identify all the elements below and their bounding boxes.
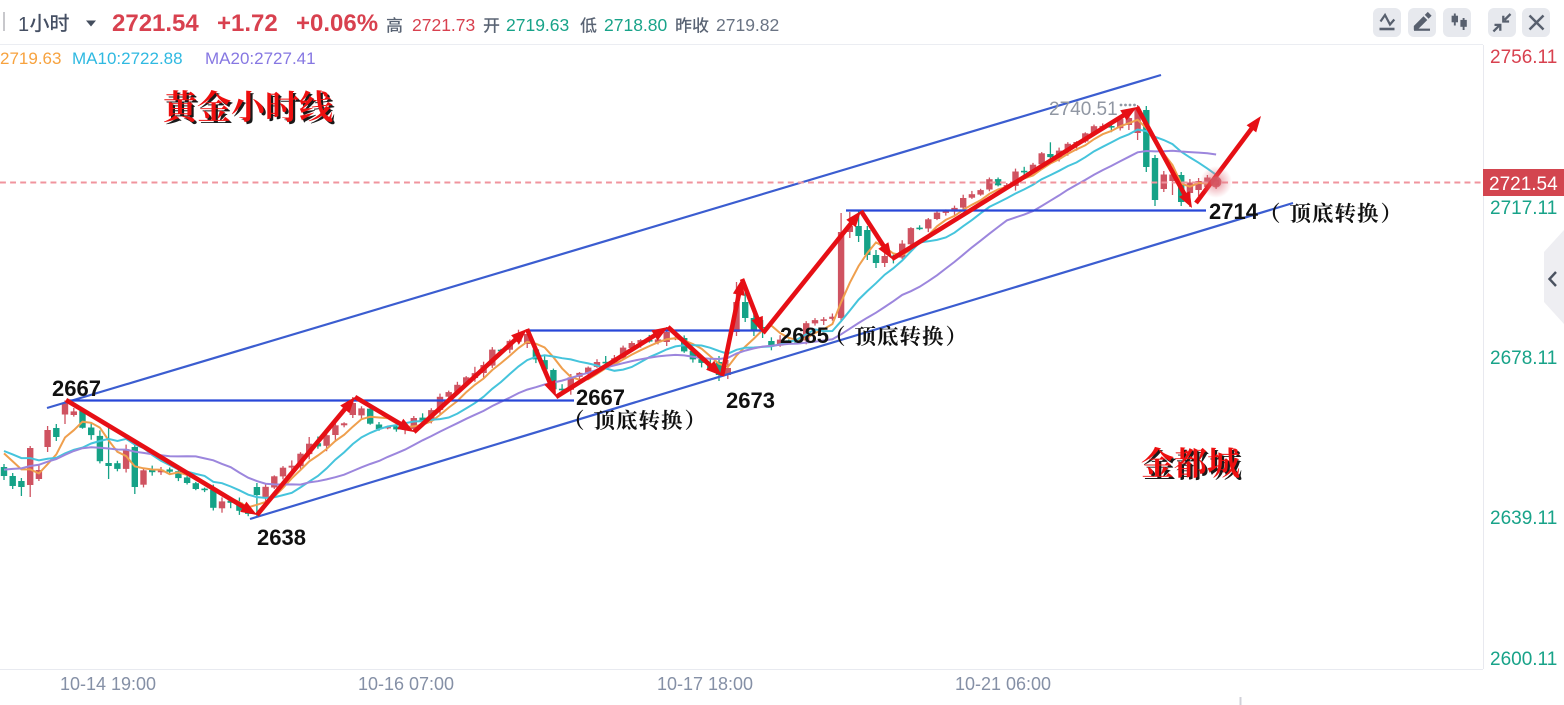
- svg-text:MA10:2722.88: MA10:2722.88: [72, 49, 183, 68]
- svg-text:MA20:2727.41: MA20:2727.41: [205, 49, 316, 68]
- svg-text:2740.51: 2740.51: [1049, 99, 1118, 120]
- svg-text:2717.11: 2717.11: [1490, 198, 1557, 219]
- svg-text:2756.11: 2756.11: [1490, 47, 1557, 68]
- svg-text:2667: 2667: [576, 385, 625, 410]
- svg-text:2678.11: 2678.11: [1490, 348, 1557, 369]
- svg-text:2639.11: 2639.11: [1490, 508, 1557, 529]
- svg-text:2719.82: 2719.82: [716, 15, 779, 35]
- svg-text:1: 1: [18, 14, 29, 36]
- svg-text:2638: 2638: [257, 525, 306, 550]
- svg-text:10-14 19:00: 10-14 19:00: [60, 674, 156, 694]
- svg-text:2721.73: 2721.73: [412, 15, 475, 35]
- svg-text:2714: 2714: [1209, 199, 1259, 224]
- svg-text:2600.11: 2600.11: [1490, 649, 1557, 670]
- svg-text:2719.63: 2719.63: [0, 49, 61, 68]
- svg-text:2718.80: 2718.80: [604, 15, 668, 35]
- svg-text:2721.54: 2721.54: [1489, 174, 1558, 195]
- svg-text:2667: 2667: [52, 376, 101, 401]
- svg-text:+1.72: +1.72: [217, 10, 278, 37]
- svg-text:2719.63: 2719.63: [506, 15, 569, 35]
- svg-text:10-16 07:00: 10-16 07:00: [358, 674, 454, 694]
- svg-text:2673: 2673: [726, 388, 775, 413]
- svg-text:10-17 18:00: 10-17 18:00: [657, 674, 753, 694]
- svg-text:+0.06%: +0.06%: [296, 10, 378, 37]
- svg-text:10-21 06:00: 10-21 06:00: [955, 674, 1051, 694]
- svg-text:2685: 2685: [780, 323, 829, 348]
- svg-text:2721.54: 2721.54: [112, 10, 199, 37]
